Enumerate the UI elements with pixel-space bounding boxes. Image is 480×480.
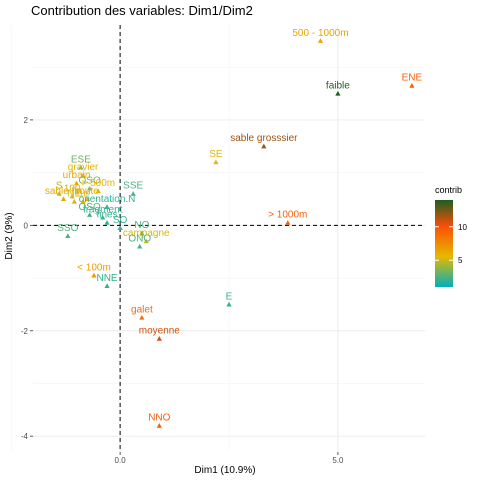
point-marker [87,185,93,191]
point-label: > 1000m [268,210,307,221]
point-label: fines [96,210,117,221]
point-marker [156,336,162,341]
point-label: campagne [123,228,170,239]
point-marker [56,191,62,196]
point-marker [95,188,101,194]
point-marker [65,233,71,238]
y-axis-ticks: -4 -2 0 2 [21,116,33,441]
y-axis-title: Dim2 (9%) [4,212,15,259]
point-marker [226,301,232,307]
point-label: ENE [402,73,423,84]
point-label: faible [326,81,350,92]
point-label: NNO [148,413,170,424]
y-tick-label: -2 [21,327,29,336]
legend-title: contrib [435,185,462,195]
point-marker [80,198,86,204]
point-marker [143,238,149,244]
point-marker [285,220,291,225]
point-marker [87,212,93,217]
point-marker [335,90,341,96]
point-label: sable grosssier [230,133,298,144]
legend-ticks: 5 10 [435,223,467,265]
point-marker [139,314,145,320]
legend-colorbar [435,200,453,287]
point-label: SSE [123,181,143,192]
point-label: NE [67,189,81,200]
point-label: galet [131,305,153,316]
point-marker [317,38,324,43]
point-marker [104,204,110,209]
point-label: E [226,291,233,302]
point-label: 500 - 1000m [292,28,348,39]
point-label: moyenne [139,326,181,337]
point-marker [73,180,80,186]
point-label: SE [209,149,223,160]
point-label: < 100m [77,262,111,273]
reference-lines [33,25,425,452]
point-marker [104,220,110,225]
y-tick-label: 0 [24,221,29,230]
point-label: SSO [57,223,78,234]
point-label: NO [134,220,149,231]
legend: contrib 5 10 [435,185,467,287]
point-marker [84,196,91,202]
point-marker [117,225,123,231]
point-marker [104,283,110,289]
point-label: 100 [64,183,81,194]
point-marker [130,191,136,196]
point-label: sable fin [45,186,82,197]
point-label: route [76,186,99,197]
point-marker [139,230,145,236]
y-tick-label: 2 [24,116,29,125]
grid-minor [10,25,425,452]
point-label: SO [113,215,128,226]
x-axis-ticks: 0.0 5.0 [115,452,344,465]
point-marker [213,159,219,165]
x-tick-label: 0.0 [115,456,127,465]
point-label: OSO [79,202,101,213]
y-tick-label: -4 [21,432,29,441]
point-label: NNE [96,273,117,284]
point-label: S [56,181,63,192]
point-marker [156,423,162,428]
x-tick-label: 5.0 [332,456,344,465]
point-label: fragment [83,204,123,215]
point-marker [60,196,67,202]
point-label: > 500m [82,178,116,189]
point-marker [78,164,84,170]
point-label: OSO [79,175,101,186]
point-marker [80,172,86,178]
point-label: urbain [63,170,91,181]
point-label: orientation.N [79,194,136,205]
point-marker [409,83,415,88]
point-marker [100,214,106,220]
legend-tick-label: 5 [458,256,463,265]
point-label: ONO [128,233,151,244]
point-marker [91,272,97,278]
point-marker [69,193,75,199]
legend-tick-label: 10 [458,223,467,232]
chart-title: Contribution des variables: Dim1/Dim2 [31,3,253,18]
x-axis-title: Dim1 (10.9%) [194,465,255,476]
point-label: gravier [68,162,99,173]
point-label: rur [77,189,90,200]
point-marker [137,243,143,249]
point-label: ESE [71,154,91,165]
point-marker [261,143,267,149]
point-marker [71,198,77,204]
